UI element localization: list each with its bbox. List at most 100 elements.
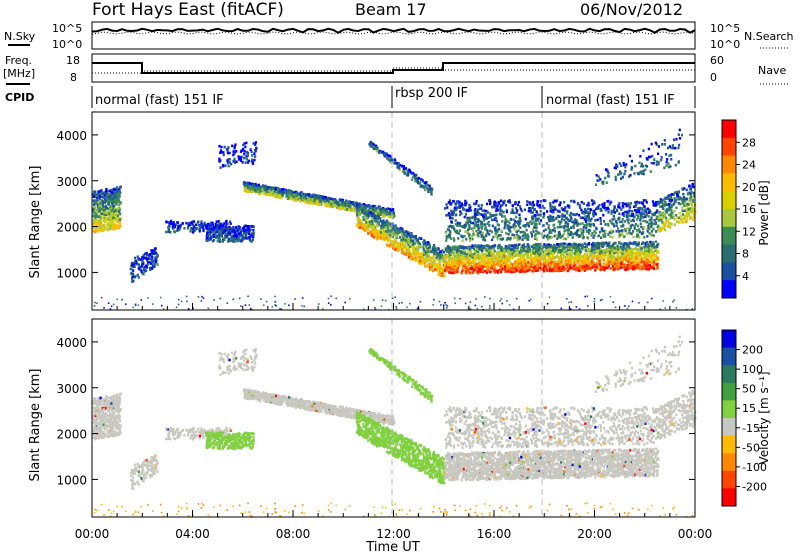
power-cell <box>447 266 450 269</box>
power-cell <box>242 226 246 229</box>
power-cell <box>606 255 609 259</box>
power-cell <box>498 263 501 266</box>
power-cell <box>480 244 483 248</box>
power-cell <box>408 254 411 257</box>
power-cell <box>141 256 144 259</box>
power-cell <box>154 260 158 264</box>
power-cell <box>278 195 282 198</box>
power-cell <box>625 249 628 252</box>
power-cell <box>211 230 214 234</box>
power-cell <box>361 226 365 230</box>
power-cell <box>446 254 449 257</box>
power-cell <box>490 252 493 255</box>
power-cell <box>395 246 398 249</box>
power-cell <box>465 260 468 264</box>
power-cell <box>653 257 656 261</box>
power-cell <box>488 249 492 253</box>
power-cell <box>376 218 379 221</box>
power-cell <box>583 264 586 268</box>
power-cell <box>114 211 117 215</box>
power-cell <box>610 245 613 249</box>
power-cell <box>111 193 114 197</box>
power-cell <box>467 252 470 255</box>
power-cell <box>586 253 589 256</box>
power-cell <box>649 251 653 254</box>
power-cell <box>521 253 524 256</box>
power-cell <box>536 261 539 265</box>
power-cell <box>238 232 241 236</box>
power-cell <box>535 245 538 249</box>
power-cell <box>190 227 193 230</box>
power-cell <box>647 248 650 252</box>
power-cell <box>206 239 209 243</box>
power-cell <box>652 264 656 267</box>
power-cell <box>311 198 314 201</box>
power-cell <box>544 245 548 249</box>
power-cell <box>424 253 427 256</box>
power-cell <box>409 257 413 261</box>
power-cell <box>309 197 313 200</box>
power-cell <box>246 185 250 189</box>
power-cell <box>493 249 496 253</box>
power-cell <box>392 232 395 235</box>
power-cell <box>373 209 376 213</box>
power-cell <box>253 158 256 162</box>
power-cell <box>481 268 484 271</box>
power-cell <box>440 258 443 261</box>
power-cell <box>407 247 410 251</box>
power-cell <box>561 267 564 271</box>
power-cell <box>489 254 493 257</box>
power-cell <box>418 252 421 255</box>
power-cell <box>341 200 344 204</box>
power-cell <box>133 265 136 268</box>
power-cell <box>544 253 548 256</box>
power-cell <box>194 227 197 231</box>
power-cell <box>371 224 374 227</box>
power-cell <box>390 229 393 233</box>
power-cell <box>385 210 388 213</box>
power-cell <box>407 233 410 236</box>
power-cell <box>93 211 96 215</box>
power-cell <box>488 258 491 262</box>
nsearch-label: N.Search <box>744 30 794 43</box>
power-cell <box>598 250 601 253</box>
power-cell <box>220 227 223 231</box>
power-cell <box>366 211 369 215</box>
power-cell <box>405 253 408 256</box>
power-cell <box>508 264 512 267</box>
power-cell <box>633 266 636 269</box>
power-cell <box>372 235 375 239</box>
power-cell <box>376 224 379 228</box>
power-cell <box>628 265 631 268</box>
power-cell <box>351 203 354 206</box>
power-cell <box>583 260 586 264</box>
power-cell <box>223 227 226 231</box>
power-cell <box>439 269 442 273</box>
power-cell <box>316 194 319 197</box>
power-cell <box>402 238 405 241</box>
power-cell <box>248 186 251 189</box>
power-cell <box>109 193 112 196</box>
power-cell <box>228 161 231 164</box>
power-cell <box>418 236 421 240</box>
power-cell <box>469 256 472 259</box>
power-cell <box>257 183 260 187</box>
power-cell <box>435 249 438 252</box>
power-cell <box>521 261 524 264</box>
power-cell <box>381 208 385 212</box>
power-cell <box>580 268 583 271</box>
power-cell <box>654 240 657 243</box>
power-cell <box>226 222 229 226</box>
power-cell <box>568 253 571 257</box>
power-cell <box>637 264 640 267</box>
power-cell <box>110 209 113 213</box>
power-cell <box>654 258 658 262</box>
power-cell <box>109 190 112 193</box>
power-cell <box>504 268 507 271</box>
power-cell <box>452 260 455 264</box>
power-cell <box>282 191 285 195</box>
power-cell <box>266 190 270 193</box>
power-cell <box>407 240 410 243</box>
power-cell <box>254 155 257 158</box>
power-cell <box>581 244 585 247</box>
